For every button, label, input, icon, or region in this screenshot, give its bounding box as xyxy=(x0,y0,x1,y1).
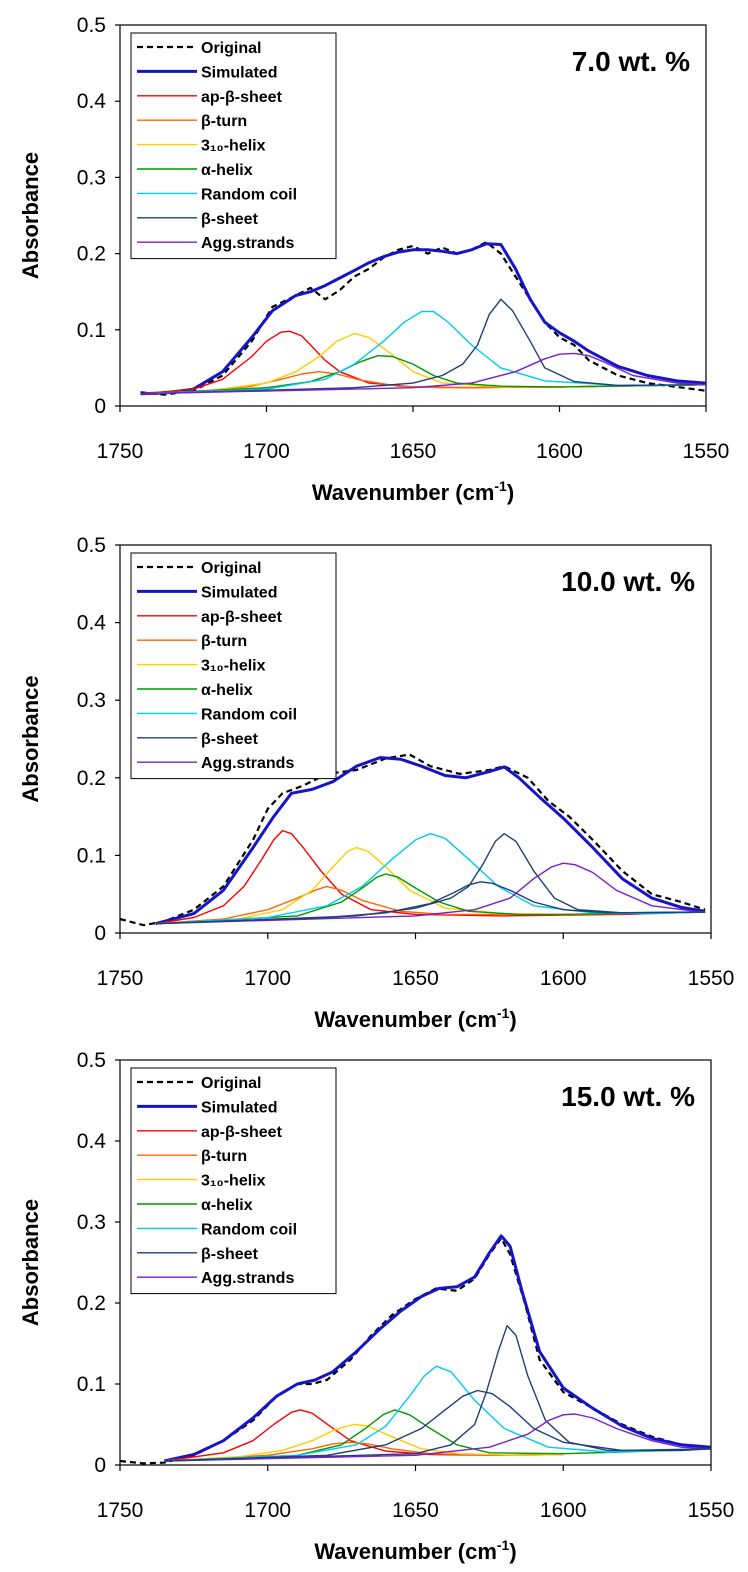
x-axis-label-main: Wavenumber (cm xyxy=(312,480,495,505)
concentration-annotation: 7.0 wt. % xyxy=(572,46,690,77)
legend-label: β-sheet xyxy=(201,731,259,748)
x-tick-label: 1650 xyxy=(390,440,437,463)
y-axis-label: Absorbance xyxy=(18,152,43,279)
chart-panel-3: 0 0.1 0.2 0.3 0.4 0.5 1750 1700 1650 1600 1550 Wave… xyxy=(18,1049,734,1564)
legend-label: 3₁₀-helix xyxy=(201,138,266,155)
legend-label: α-helix xyxy=(201,1197,253,1214)
legend-label: ap-β-sheet xyxy=(201,89,283,106)
legend-label: Original xyxy=(201,40,261,57)
y-tick-label: 0.5 xyxy=(77,534,106,557)
x-tick-label: 1650 xyxy=(392,967,439,990)
legend-label: Random coil xyxy=(201,186,297,203)
legend-label: 3₁₀-helix xyxy=(201,658,266,675)
legend-label: ap-β-sheet xyxy=(201,609,283,626)
series-line-random-coil xyxy=(141,312,707,394)
y-tick-label: 0.5 xyxy=(77,14,106,37)
y-tick-label: 0.4 xyxy=(77,90,107,113)
legend-label: Agg.strands xyxy=(201,1270,294,1287)
chart-panel-1: 0 0.1 0.2 0.3 0.4 0.5 1750 1700 1650 1600 1550 Wave… xyxy=(18,14,729,505)
y-tick-label: 0.3 xyxy=(77,689,106,712)
y-tick-label: 0.1 xyxy=(77,1373,106,1396)
series-line-simulated xyxy=(156,758,706,924)
x-tick-label: 1550 xyxy=(688,967,735,990)
series-line-original xyxy=(120,755,705,926)
series-line-ap-sheet xyxy=(141,331,707,394)
y-tick-label: 0.1 xyxy=(77,844,106,867)
y-tick-label: 0.2 xyxy=(77,243,106,266)
x-axis-label-close: ) xyxy=(509,1007,516,1032)
legend-label: ap-β-sheet xyxy=(201,1124,283,1141)
concentration-annotation: 15.0 wt. % xyxy=(561,1081,695,1112)
y-tick-label: 0.3 xyxy=(77,166,106,189)
x-axis-label-main: Wavenumber (cm xyxy=(314,1007,497,1032)
y-axis-label: Absorbance xyxy=(18,675,43,802)
x-tick-label: 1750 xyxy=(97,1499,144,1522)
legend-label: β-turn xyxy=(201,633,247,650)
x-axis-label-superscript: -1 xyxy=(497,1005,510,1021)
legend-label: Simulated xyxy=(201,1099,277,1116)
x-axis-label: Wavenumber (cm-1) xyxy=(314,1537,516,1564)
x-axis-label-close: ) xyxy=(509,1539,516,1564)
x-axis-label: Wavenumber (cm-1) xyxy=(314,1005,516,1032)
legend-label: 3₁₀-helix xyxy=(201,1173,266,1190)
x-axis-label: Wavenumber (cm-1) xyxy=(312,478,514,505)
x-axis-label-main: Wavenumber (cm xyxy=(314,1539,497,1564)
x-axis-label-superscript: -1 xyxy=(494,478,507,494)
legend-label: β-turn xyxy=(201,113,247,130)
legend-label: Random coil xyxy=(201,1221,297,1238)
x-axis-label-close: ) xyxy=(507,480,514,505)
legend-label: Random coil xyxy=(201,706,297,723)
x-axis-label-superscript: -1 xyxy=(497,1537,510,1553)
legend-label: β-sheet xyxy=(201,211,259,228)
series-line--sheet xyxy=(141,299,707,394)
series-line-random-coil xyxy=(164,1366,711,1461)
series-line-original xyxy=(141,242,707,394)
series-line--sheet xyxy=(164,1326,711,1461)
concentration-annotation: 10.0 wt. % xyxy=(561,566,695,597)
x-tick-label: 1700 xyxy=(244,967,291,990)
legend-label: Original xyxy=(201,560,261,577)
legend-label: Agg.strands xyxy=(201,755,294,772)
x-tick-label: 1550 xyxy=(683,440,730,463)
x-tick-label: 1700 xyxy=(244,1499,291,1522)
x-tick-label: 1750 xyxy=(97,440,144,463)
y-tick-label: 0.5 xyxy=(77,1049,106,1072)
y-tick-label: 0.4 xyxy=(77,612,107,635)
y-tick-label: 0 xyxy=(94,395,106,418)
y-tick-label: 0 xyxy=(94,922,106,945)
y-tick-label: 0.2 xyxy=(77,767,106,790)
y-tick-label: 0.3 xyxy=(77,1211,106,1234)
chart-panel-2: 0 0.1 0.2 0.3 0.4 0.5 1750 1700 1650 1600 1550 Wave… xyxy=(18,534,734,1032)
x-tick-label: 1550 xyxy=(688,1499,735,1522)
y-tick-label: 0.1 xyxy=(77,319,106,342)
x-tick-label: 1650 xyxy=(392,1499,439,1522)
legend-label: Simulated xyxy=(201,584,277,601)
legend-label: Agg.strands xyxy=(201,235,294,252)
x-tick-label: 1600 xyxy=(536,440,583,463)
legend-label: Simulated xyxy=(201,64,277,81)
legend-label: α-helix xyxy=(201,682,253,699)
y-tick-label: 0.2 xyxy=(77,1292,106,1315)
series-line-unlabeled-component xyxy=(156,882,706,924)
x-tick-label: 1700 xyxy=(243,440,290,463)
x-tick-label: 1600 xyxy=(540,967,587,990)
y-axis-label: Absorbance xyxy=(18,1199,43,1326)
legend-label: β-turn xyxy=(201,1148,247,1165)
y-tick-label: 0.4 xyxy=(77,1130,107,1153)
legend-label: Original xyxy=(201,1075,261,1092)
x-tick-label: 1600 xyxy=(540,1499,587,1522)
legend-label: α-helix xyxy=(201,162,253,179)
legend-label: β-sheet xyxy=(201,1246,259,1263)
y-tick-label: 0 xyxy=(94,1454,106,1477)
x-tick-label: 1750 xyxy=(97,967,144,990)
